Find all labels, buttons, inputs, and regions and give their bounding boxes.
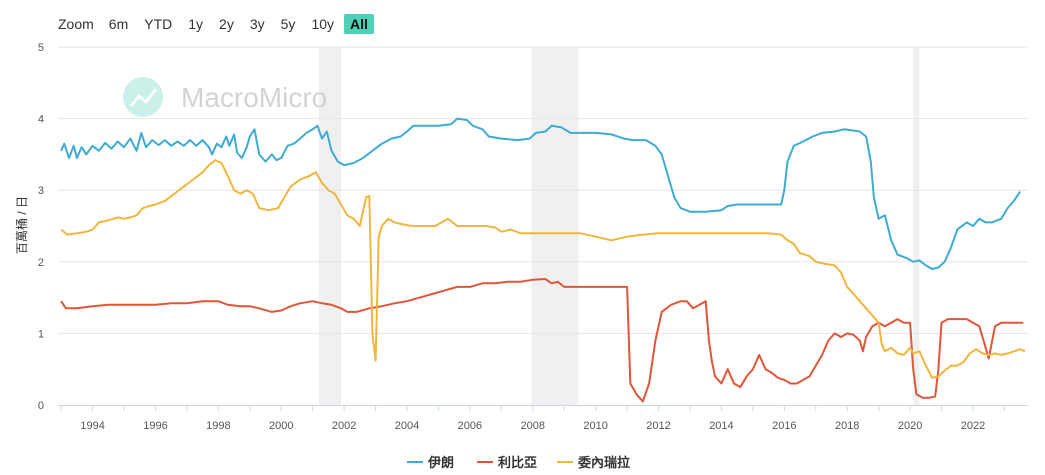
x-tick-label: 2014 bbox=[709, 420, 733, 432]
y-tick-label: 4 bbox=[38, 114, 44, 126]
x-tick-label: 2008 bbox=[521, 420, 545, 432]
x-axis: 1994 1996 1998 2000 2002 2004 2006 2008 2010 2012… bbox=[58, 405, 1028, 432]
watermark-logo-icon bbox=[123, 77, 163, 117]
y-tick-label: 3 bbox=[38, 185, 44, 197]
recession-band-2 bbox=[913, 47, 920, 405]
series-lines bbox=[60, 117, 1026, 403]
x-tick-label: 2000 bbox=[269, 420, 293, 432]
zoom-6m-button[interactable]: 6m bbox=[108, 16, 129, 32]
x-tick-label: 1996 bbox=[143, 420, 167, 432]
zoom-2y-button[interactable]: 2y bbox=[219, 16, 234, 32]
x-tick-label: 2018 bbox=[835, 420, 859, 432]
range-selector: Zoom 6m YTD 1y 2y 3y 5y 10y All bbox=[58, 13, 378, 35]
watermark: MacroMicro bbox=[123, 77, 327, 117]
watermark-text: MacroMicro bbox=[181, 82, 327, 113]
legend-item-2[interactable]: 委內瑞拉 bbox=[577, 455, 630, 470]
x-tick-label: 2016 bbox=[772, 420, 796, 432]
series-line-0[interactable] bbox=[60, 117, 1021, 270]
legend: 伊朗 利比亞 委內瑞拉 bbox=[407, 455, 630, 470]
zoom-ytd-button[interactable]: YTD bbox=[144, 16, 173, 32]
recession-band-1 bbox=[531, 47, 579, 405]
y-tick-label: 2 bbox=[38, 257, 44, 269]
zoom-3y-button[interactable]: 3y bbox=[249, 16, 265, 32]
zoom-1y-button[interactable]: 1y bbox=[188, 16, 204, 32]
x-tick-label: 1994 bbox=[80, 420, 104, 432]
x-tick-label: 2004 bbox=[395, 420, 419, 432]
legend-item-1[interactable]: 利比亞 bbox=[498, 455, 537, 470]
zoom-10y-button[interactable]: 10y bbox=[311, 16, 335, 32]
y-tick-label: 1 bbox=[38, 328, 44, 340]
x-tick-label: 2010 bbox=[583, 420, 607, 432]
x-tick-label: 2012 bbox=[646, 420, 670, 432]
x-tick-label: 2006 bbox=[458, 420, 482, 432]
watermark-trend-icon bbox=[129, 88, 158, 107]
series-line-1[interactable] bbox=[60, 278, 1024, 403]
series-line-2[interactable] bbox=[60, 159, 1026, 379]
x-tick-label: 2002 bbox=[332, 420, 356, 432]
zoom-all-button[interactable]: All bbox=[344, 14, 374, 34]
zoom-label: Zoom bbox=[58, 16, 94, 32]
zoom-5y-button[interactable]: 5y bbox=[280, 16, 296, 32]
grid-lines bbox=[58, 46, 1028, 334]
x-tick-label: 1998 bbox=[206, 420, 230, 432]
recession-bands bbox=[318, 47, 920, 405]
y-tick-label: 0 bbox=[38, 400, 44, 412]
x-tick-label: 2022 bbox=[961, 420, 985, 432]
x-tick-label: 2020 bbox=[898, 420, 922, 432]
legend-item-0[interactable]: 伊朗 bbox=[427, 455, 454, 470]
y-axis-label: 百萬桶 / 日 bbox=[14, 196, 29, 254]
y-axis-ticks: 0 1 2 3 4 5 bbox=[38, 42, 44, 412]
y-tick-label: 5 bbox=[38, 42, 44, 54]
